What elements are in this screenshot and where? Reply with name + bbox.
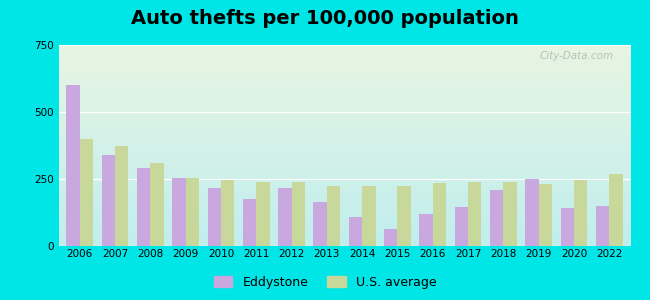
Bar — [397, 186, 411, 246]
Text: Auto thefts per 100,000 population: Auto thefts per 100,000 population — [131, 9, 519, 28]
Bar — [172, 178, 186, 246]
Bar — [468, 182, 482, 246]
Text: City-Data.com: City-Data.com — [540, 51, 614, 61]
Bar — [256, 182, 270, 246]
Bar — [243, 199, 256, 246]
Bar — [596, 206, 609, 246]
Bar — [115, 146, 129, 246]
Legend: Eddystone, U.S. average: Eddystone, U.S. average — [209, 271, 441, 294]
Bar — [539, 184, 552, 246]
Bar — [490, 190, 503, 246]
Bar — [80, 139, 93, 246]
Bar — [454, 207, 468, 246]
Bar — [292, 182, 305, 246]
Bar — [150, 163, 164, 246]
Bar — [609, 174, 623, 246]
Bar — [101, 155, 115, 246]
Bar — [349, 217, 362, 246]
Bar — [525, 179, 539, 246]
Bar — [313, 202, 327, 246]
Bar — [186, 178, 199, 246]
Bar — [503, 182, 517, 246]
Bar — [433, 183, 446, 246]
Bar — [327, 186, 340, 246]
Bar — [419, 214, 433, 246]
Bar — [66, 85, 80, 246]
Bar — [207, 188, 221, 246]
Bar — [221, 180, 235, 246]
Bar — [574, 180, 588, 246]
Bar — [384, 229, 397, 246]
Bar — [560, 208, 574, 246]
Bar — [362, 186, 376, 246]
Bar — [137, 168, 150, 246]
Bar — [278, 188, 292, 246]
